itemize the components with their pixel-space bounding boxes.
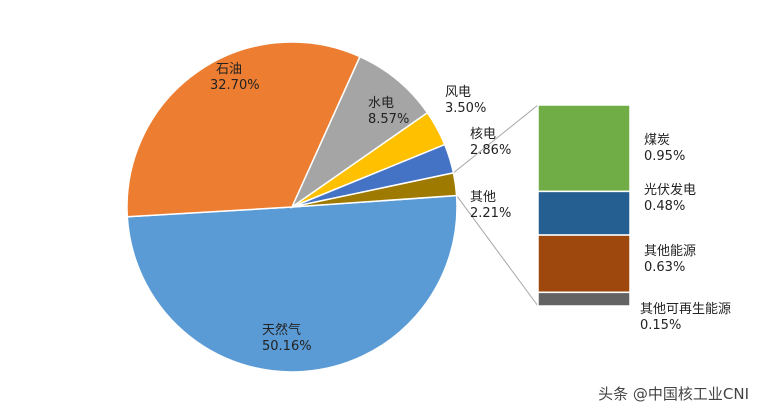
slice-label-水电: 水电 8.57% xyxy=(368,96,409,128)
segment-percent: 0.95% xyxy=(644,149,686,164)
slice-percent: 3.50% xyxy=(445,101,487,116)
segment-percent: 0.15% xyxy=(640,318,682,333)
slice-name: 水电 xyxy=(368,96,395,111)
bar-label-其他能源: 其他能源 0.63% xyxy=(644,244,696,276)
segment-name: 煤炭 xyxy=(644,133,671,148)
slice-name: 天然气 xyxy=(262,323,302,338)
pie-slice-其他 xyxy=(291,171,458,208)
slice-percent: 50.16% xyxy=(262,339,312,354)
slice-label-核电: 核电 2.86% xyxy=(470,127,511,159)
slice-label-其他: 其他 2.21% xyxy=(470,190,511,222)
connector-bottom xyxy=(456,195,539,307)
slice-percent: 2.86% xyxy=(470,143,512,158)
segment-percent: 0.63% xyxy=(644,260,686,275)
bar-segment-其他能源 xyxy=(537,234,631,294)
slice-percent: 2.21% xyxy=(470,206,512,221)
bar-segment-煤炭 xyxy=(537,104,631,193)
slice-percent: 8.57% xyxy=(368,112,410,127)
bar-label-其他可再生能源: 其他可再生能源 0.15% xyxy=(640,302,731,334)
slice-label-风电: 风电 3.50% xyxy=(445,85,486,117)
slice-label-石油: 石油 32.70% xyxy=(210,62,260,94)
pie-slice-石油 xyxy=(126,41,361,218)
slice-name: 核电 xyxy=(470,127,497,142)
bar-segment-其他可再生能源 xyxy=(537,291,631,307)
bar-label-光伏发电: 光伏发电 0.48% xyxy=(644,183,696,215)
pie-slice-水电 xyxy=(290,55,429,210)
slice-name: 其他 xyxy=(470,190,497,205)
segment-name: 光伏发电 xyxy=(644,183,697,198)
segment-name: 其他可再生能源 xyxy=(640,302,732,317)
slice-label-天然气: 天然气 50.16% xyxy=(262,323,312,355)
slice-name: 风电 xyxy=(445,85,472,100)
pie-slice-天然气 xyxy=(126,194,458,373)
connector-top xyxy=(453,104,539,174)
bar-label-煤炭: 煤炭 0.95% xyxy=(644,133,685,165)
slice-percent: 32.70% xyxy=(210,78,260,93)
segment-percent: 0.48% xyxy=(644,199,686,214)
segment-name: 其他能源 xyxy=(644,244,697,259)
watermark-text: 头条 @中国核工业CNI xyxy=(598,385,749,403)
slice-name: 石油 xyxy=(216,62,243,77)
bar-segment-光伏发电 xyxy=(537,190,631,236)
